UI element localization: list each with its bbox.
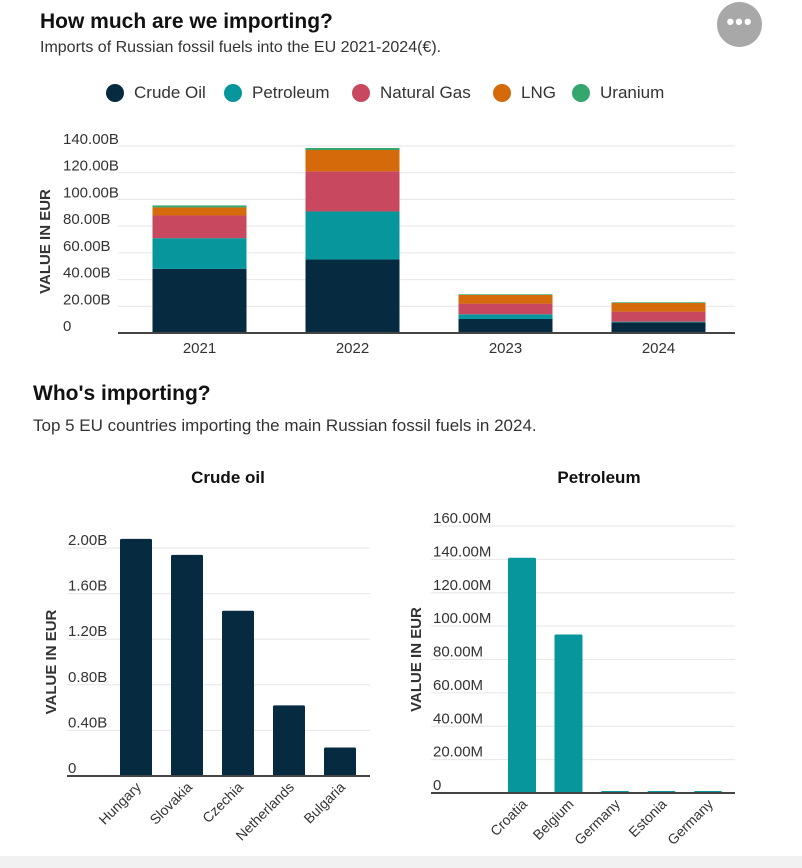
y-tick-label: 0.80B (68, 669, 107, 686)
legend-swatch-petroleum (224, 84, 242, 102)
bar-natural-gas-2023 (458, 303, 553, 315)
bar-natural-gas-2024 (611, 311, 706, 322)
bar-netherlands-3 (273, 705, 305, 776)
bar-uranium-2022 (305, 148, 400, 151)
bar-petroleum-2021 (152, 238, 247, 269)
x-tick-label: 2021 (183, 340, 216, 357)
footer-band (0, 856, 802, 868)
legend-swatch-natural-gas (352, 84, 370, 102)
page-title: How much are we importing? (40, 10, 333, 33)
bar-bulgaria-4 (324, 747, 356, 776)
x-tick-label: Germany (664, 796, 716, 848)
legend-swatch-crude-oil (106, 84, 124, 102)
y-tick-label: 0 (63, 318, 71, 335)
x-tick-label: Croatia (487, 796, 530, 839)
y-tick-label: 1.20B (68, 623, 107, 640)
section-subtitle-whos-importing: Top 5 EU countries importing the main Ru… (33, 416, 537, 435)
x-tick-label: 2023 (489, 340, 522, 357)
page-subtitle: Imports of Russian fossil fuels into the… (40, 39, 442, 56)
bar-belgium-1 (554, 634, 583, 793)
x-tick-label: Belgium (530, 796, 577, 843)
legend-label: Uranium (600, 83, 665, 102)
y-tick-label: 2.00B (68, 532, 107, 549)
y-tick-label: 140.00B (63, 131, 119, 148)
bar-lng-2021 (152, 207, 247, 216)
legend-swatch-lng (493, 84, 511, 102)
y-tick-label: 80.00M (433, 644, 483, 661)
bar-uranium-2023 (458, 294, 553, 295)
bar-lng-2022 (305, 150, 400, 172)
chart-title: Crude oil (191, 468, 265, 487)
y-tick-label: 160.00M (433, 510, 491, 527)
y-tick-label: 60.00B (63, 238, 111, 255)
y-axis-title: VALUE IN EUR (43, 609, 60, 714)
x-tick-label: 2024 (642, 340, 675, 357)
more-options-button[interactable]: ••• (717, 2, 762, 47)
y-tick-label: 40.00M (433, 710, 483, 727)
legend-label: Crude Oil (134, 83, 206, 102)
bar-slovakia-1 (171, 554, 203, 776)
bar-crude-oil-2024 (611, 322, 706, 333)
legend-label: Natural Gas (380, 83, 471, 102)
y-axis-title: VALUE IN EUR (408, 607, 425, 712)
bar-crude-oil-2021 (152, 268, 247, 333)
y-tick-label: 40.00B (63, 265, 111, 282)
y-tick-label: 60.00M (433, 677, 483, 694)
x-tick-label: Germany (571, 796, 623, 848)
bar-lng-2023 (458, 294, 553, 304)
bar-uranium-2021 (152, 205, 247, 208)
bar-crude-oil-2023 (458, 318, 553, 333)
y-tick-label: 0 (433, 777, 441, 794)
y-tick-label: 140.00M (433, 543, 491, 560)
bar-petroleum-2024 (611, 321, 706, 323)
y-axis-title: VALUE IN EUR (37, 189, 54, 294)
y-tick-label: 80.00B (63, 211, 111, 228)
more-horizontal-icon: ••• (726, 9, 753, 34)
bar-natural-gas-2021 (152, 215, 247, 239)
y-tick-label: 20.00B (63, 291, 111, 308)
chart-title: Petroleum (557, 468, 640, 487)
bar-crude-oil-2022 (305, 259, 400, 333)
y-tick-label: 120.00M (433, 577, 491, 594)
section-title-whos-importing: Who's importing? (33, 382, 211, 405)
bar-uranium-2024 (611, 302, 706, 303)
y-tick-label: 120.00B (63, 158, 119, 175)
y-tick-label: 20.00M (433, 744, 483, 761)
x-tick-label: 2022 (336, 340, 369, 357)
y-tick-label: 1.60B (68, 578, 107, 595)
bar-lng-2024 (611, 302, 706, 312)
bar-czechia-2 (222, 610, 254, 776)
bar-hungary-0 (120, 538, 152, 776)
legend-label: Petroleum (252, 83, 330, 102)
y-tick-label: 0.40B (68, 714, 107, 731)
y-tick-label: 0 (68, 760, 76, 777)
y-tick-label: 100.00M (433, 610, 491, 627)
bar-petroleum-2023 (458, 314, 553, 319)
bar-petroleum-2022 (305, 211, 400, 260)
bar-natural-gas-2022 (305, 171, 400, 212)
x-tick-label: Estonia (625, 796, 669, 840)
bar-croatia-0 (508, 557, 536, 793)
legend-label: LNG (521, 83, 556, 102)
y-tick-label: 100.00B (63, 184, 119, 201)
legend-swatch-uranium (572, 84, 590, 102)
